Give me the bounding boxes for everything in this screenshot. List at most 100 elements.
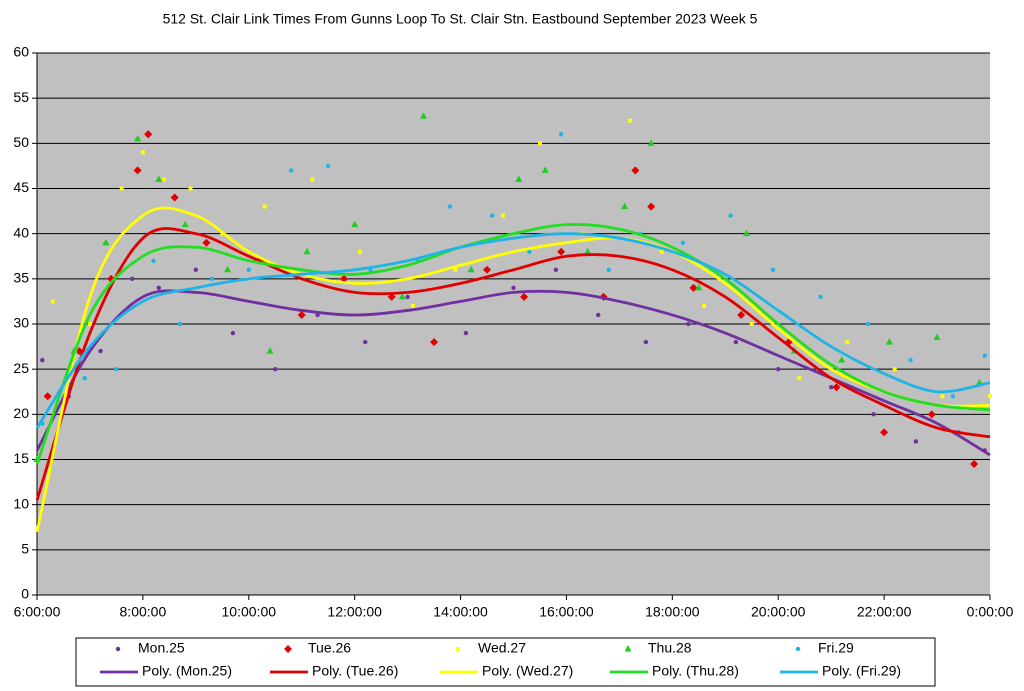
point bbox=[892, 367, 897, 372]
point bbox=[500, 213, 505, 218]
point bbox=[144, 130, 153, 139]
point bbox=[50, 299, 55, 304]
point bbox=[733, 339, 739, 345]
point bbox=[230, 330, 236, 336]
x-tick-label: 20:00:00 bbox=[751, 604, 806, 620]
y-tick-label: 50 bbox=[13, 134, 29, 150]
point bbox=[297, 310, 306, 319]
point bbox=[273, 366, 278, 372]
point bbox=[40, 357, 45, 363]
legend-marker bbox=[456, 647, 460, 651]
point bbox=[933, 333, 941, 341]
y-tick-label: 60 bbox=[13, 44, 29, 60]
legend-label: Poly. (Thu.28) bbox=[652, 663, 739, 679]
point bbox=[680, 240, 686, 245]
point bbox=[880, 428, 889, 437]
point bbox=[737, 310, 746, 319]
point bbox=[483, 265, 492, 274]
point bbox=[246, 267, 251, 272]
y-tick-label: 25 bbox=[13, 360, 29, 376]
point bbox=[689, 283, 698, 292]
y-tick-label: 55 bbox=[13, 89, 29, 105]
point bbox=[310, 177, 315, 182]
point bbox=[647, 139, 655, 146]
x-tick-label: 14:00:00 bbox=[433, 604, 488, 620]
x-tick-label: 8:00:00 bbox=[120, 604, 167, 620]
point bbox=[584, 247, 592, 255]
x-tick-label: 6:00:00 bbox=[14, 604, 61, 620]
point bbox=[188, 186, 193, 191]
point bbox=[410, 303, 415, 308]
y-tick-label: 20 bbox=[13, 405, 29, 421]
point bbox=[596, 312, 601, 318]
legend-marker bbox=[115, 646, 121, 652]
x-tick-label: 16:00:00 bbox=[539, 604, 594, 620]
point bbox=[557, 247, 566, 256]
point bbox=[885, 338, 893, 345]
point bbox=[871, 412, 876, 417]
trend-line bbox=[35, 223, 991, 465]
point bbox=[303, 247, 311, 255]
point bbox=[908, 357, 913, 363]
point bbox=[770, 267, 776, 272]
point bbox=[970, 460, 979, 469]
point bbox=[398, 292, 406, 300]
y-tick-label: 30 bbox=[13, 315, 29, 331]
point bbox=[659, 249, 664, 254]
point bbox=[832, 383, 841, 392]
point bbox=[405, 294, 410, 300]
point bbox=[940, 394, 945, 399]
legend-box bbox=[75, 637, 936, 687]
point bbox=[162, 177, 167, 182]
point bbox=[838, 356, 846, 363]
y-tick-label: 15 bbox=[13, 450, 29, 466]
point bbox=[102, 238, 110, 246]
point bbox=[631, 166, 640, 175]
y-tick-label: 40 bbox=[13, 224, 29, 240]
scatter-series bbox=[33, 112, 983, 462]
point bbox=[988, 394, 992, 399]
point bbox=[845, 340, 850, 345]
point bbox=[606, 267, 611, 272]
point bbox=[515, 175, 523, 182]
point bbox=[351, 220, 359, 228]
legend-label: Tue.26 bbox=[308, 640, 351, 656]
point bbox=[537, 141, 542, 146]
point bbox=[686, 321, 691, 327]
point bbox=[181, 220, 189, 228]
chart-title: 512 St. Clair Link Times From Gunns Loop… bbox=[163, 11, 758, 27]
point bbox=[288, 168, 294, 173]
point bbox=[541, 166, 549, 173]
point bbox=[828, 385, 834, 390]
point bbox=[82, 376, 87, 381]
y-tick-label: 5 bbox=[21, 541, 29, 557]
point bbox=[818, 294, 823, 300]
x-tick-label: 0:00:00 bbox=[967, 604, 1014, 620]
point bbox=[340, 274, 349, 283]
point bbox=[156, 285, 161, 291]
point bbox=[357, 249, 362, 254]
point bbox=[202, 238, 211, 247]
point bbox=[140, 150, 145, 155]
legend-label: Fri.29 bbox=[818, 640, 854, 656]
y-tick-label: 0 bbox=[21, 586, 29, 602]
point bbox=[950, 394, 956, 399]
legend-marker bbox=[624, 645, 632, 652]
point bbox=[133, 166, 142, 175]
point bbox=[702, 303, 707, 308]
point bbox=[647, 202, 656, 211]
point bbox=[98, 348, 103, 354]
point bbox=[87, 322, 92, 326]
legend-marker bbox=[795, 646, 801, 652]
legend-label: Poly. (Mon.25) bbox=[142, 663, 232, 679]
point bbox=[776, 366, 781, 372]
point bbox=[325, 163, 331, 169]
point bbox=[866, 321, 871, 327]
point bbox=[467, 265, 475, 273]
point bbox=[749, 322, 754, 326]
point bbox=[927, 410, 936, 419]
point bbox=[797, 376, 802, 381]
point bbox=[155, 175, 163, 182]
point bbox=[363, 339, 368, 345]
